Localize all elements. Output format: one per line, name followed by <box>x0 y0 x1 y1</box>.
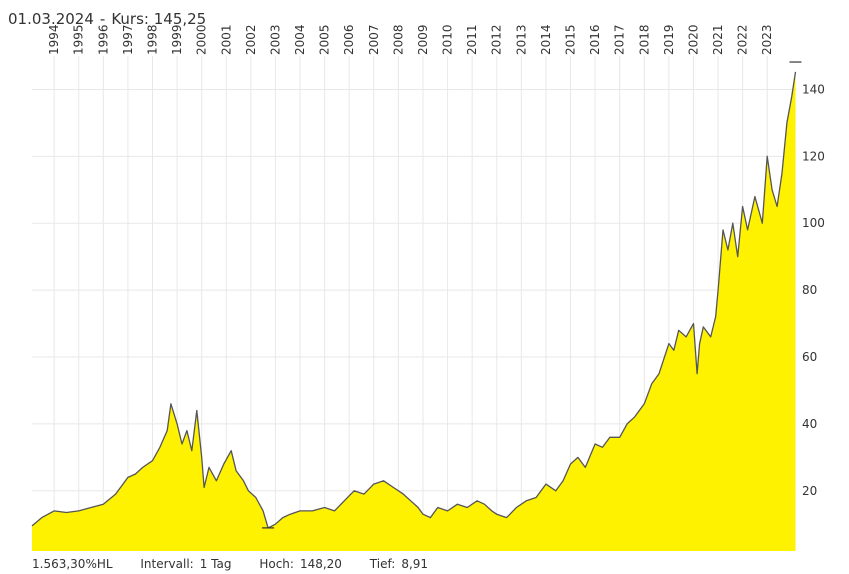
low-label: Tief: <box>369 557 396 571</box>
interval-value: 1 Tag <box>199 557 232 571</box>
x-tick-label-2017: 2017 <box>613 24 627 55</box>
x-tick-label-2008: 2008 <box>391 24 405 55</box>
title-date: 01.03.2024 <box>8 10 94 28</box>
x-tick-label-1998: 1998 <box>146 24 160 55</box>
x-tick-label-2020: 2020 <box>687 24 701 55</box>
y-tick-label-20: 20 <box>802 484 817 498</box>
x-tick-label-2003: 2003 <box>268 24 282 55</box>
y-tick-label-60: 60 <box>802 350 817 364</box>
x-tick-label-2002: 2002 <box>244 24 258 55</box>
x-tick-label-1996: 1996 <box>96 24 110 55</box>
x-tick-label-2000: 2000 <box>195 24 209 55</box>
x-tick-label-2006: 2006 <box>342 24 356 55</box>
x-tick-label-2018: 2018 <box>637 24 651 55</box>
x-tick-label-2014: 2014 <box>539 24 553 55</box>
x-tick-label-1995: 1995 <box>72 24 86 55</box>
x-tick-label-2005: 2005 <box>318 24 332 55</box>
x-tick-label-2010: 2010 <box>441 24 455 55</box>
y-tick-label-100: 100 <box>802 216 825 230</box>
x-tick-label-1997: 1997 <box>121 24 135 55</box>
y-axis-ticks: 20 40 60 80 100 120 140 <box>802 82 825 497</box>
title-kurs-label: Kurs: <box>111 10 149 28</box>
footer-high: Hoch: 148,20 <box>259 557 342 571</box>
x-tick-label-2022: 2022 <box>736 24 750 55</box>
x-tick-label-2021: 2021 <box>711 24 725 55</box>
x-tick-label-2009: 2009 <box>416 24 430 55</box>
y-tick-label-140: 140 <box>802 82 825 96</box>
x-tick-label-1999: 1999 <box>170 24 184 55</box>
footer-performance: 1.563,30%HL <box>32 557 113 571</box>
extreme-markers <box>262 61 802 529</box>
x-tick-label-2019: 2019 <box>662 24 676 55</box>
x-tick-label-2004: 2004 <box>293 24 307 55</box>
x-tick-label-2016: 2016 <box>588 24 602 55</box>
x-tick-label-2013: 2013 <box>514 24 528 55</box>
y-tick-label-120: 120 <box>802 149 825 163</box>
high-value: 148,20 <box>299 557 342 571</box>
x-tick-label-2001: 2001 <box>219 24 233 55</box>
chart-title: 01.03.2024- Kurs: 145,25 <box>8 10 206 28</box>
x-tick-label-2011: 2011 <box>465 24 479 55</box>
x-tick-label-2023: 2023 <box>760 24 774 55</box>
footer-stats: 1.563,30%HL Intervall: 1 Tag Hoch: 148,20 … <box>32 557 452 571</box>
title-kurs-value: 145,25 <box>153 10 207 28</box>
x-tick-label-2012: 2012 <box>490 24 504 55</box>
interval-label: Intervall: <box>140 557 194 571</box>
y-tick-label-80: 80 <box>802 283 817 297</box>
footer-low: Tief: 8,91 <box>370 557 428 571</box>
high-label: Hoch: <box>259 557 294 571</box>
low-value: 8,91 <box>401 557 429 571</box>
y-tick-label-40: 40 <box>802 417 817 431</box>
price-area-fill <box>32 71 796 552</box>
x-tick-label-1994: 1994 <box>47 24 61 55</box>
price-area <box>31 71 797 552</box>
title-separator: - <box>99 10 106 28</box>
x-tick-label-2015: 2015 <box>564 24 578 55</box>
price-line <box>31 71 797 529</box>
x-tick-label-2007: 2007 <box>367 24 381 55</box>
footer-interval: Intervall: 1 Tag <box>140 557 231 571</box>
x-axis-ticks: 1994 1995 1996 1997 1998 1999 2000 2001 2002 2003… <box>47 24 774 55</box>
